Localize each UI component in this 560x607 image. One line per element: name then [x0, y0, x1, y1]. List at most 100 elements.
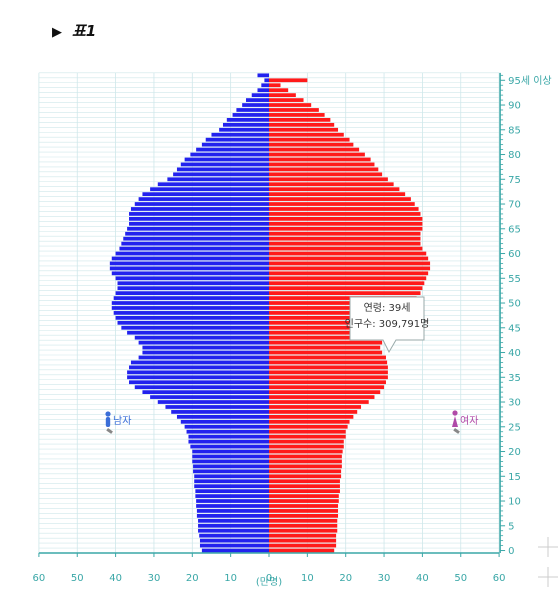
bar-female — [269, 543, 337, 548]
bar-female — [269, 538, 337, 543]
bar-female — [269, 83, 281, 88]
bar-male — [113, 311, 270, 315]
y-tick-label: 0 — [508, 546, 514, 557]
bar-female — [269, 88, 289, 93]
bar-male — [127, 370, 269, 375]
bar-male — [198, 523, 269, 528]
bar-female — [269, 449, 343, 454]
female-person-icon — [452, 410, 460, 434]
bar-female — [269, 78, 308, 83]
bar-male — [138, 197, 269, 201]
bar-female — [269, 266, 431, 271]
bar-female — [269, 152, 365, 157]
bar-female — [269, 271, 429, 276]
bar-male — [195, 494, 269, 498]
triangle-marker-icon: ▶ — [52, 25, 62, 40]
bar-male — [201, 142, 269, 147]
bar-female — [269, 286, 423, 291]
bar-female — [269, 301, 413, 305]
bar-male — [111, 306, 269, 310]
bar-male — [199, 543, 269, 548]
bar-male — [176, 167, 269, 172]
bar-female — [269, 400, 369, 404]
bar-male — [199, 538, 269, 543]
bar-female — [269, 103, 312, 107]
bar-female — [269, 320, 396, 325]
bar-male — [257, 88, 269, 93]
bar-female — [269, 182, 394, 187]
bar-male — [173, 172, 269, 177]
x-tick-label: 30 — [148, 573, 161, 584]
bar-female — [269, 335, 385, 340]
bar-female — [269, 276, 427, 281]
y-tick-label: 75 — [508, 175, 521, 186]
bar-female — [269, 207, 419, 211]
bar-male — [157, 400, 269, 404]
bar-female — [269, 108, 319, 112]
bar-male — [142, 192, 269, 196]
bar-male — [196, 504, 269, 508]
figure-heading: ▶ 표1 — [52, 20, 96, 41]
bar-male — [121, 241, 269, 246]
bar-male — [129, 212, 269, 216]
bar-male — [171, 410, 269, 414]
bar-male — [142, 390, 269, 394]
bar-male — [134, 335, 269, 340]
bar-female — [269, 231, 421, 236]
bar-female — [269, 345, 381, 350]
x-tick-label: 50 — [454, 573, 467, 584]
bar-female — [269, 350, 383, 355]
bar-female — [269, 162, 375, 167]
bar-female — [269, 390, 381, 394]
x-tick-label: 40 — [416, 573, 429, 584]
bar-male — [129, 380, 269, 385]
bar-male — [115, 291, 269, 295]
bar-male — [190, 444, 269, 449]
bar-female — [269, 533, 337, 538]
bar-male — [121, 325, 269, 330]
bar-male — [257, 73, 269, 78]
bar-female — [269, 192, 406, 196]
bar-male — [194, 474, 269, 479]
y-tick-label: 65 — [508, 224, 521, 235]
y-tick-label: 10 — [508, 497, 521, 508]
bar-male — [196, 499, 269, 503]
bar-female — [269, 444, 344, 449]
y-tick-label: 25 — [508, 422, 521, 433]
bar-female — [269, 523, 338, 528]
bar-female — [269, 464, 342, 469]
bar-male — [192, 449, 269, 454]
bar-female — [269, 454, 342, 459]
bar-male — [196, 147, 269, 152]
x-tick-label: 50 — [71, 573, 84, 584]
bar-male — [117, 320, 269, 325]
bar-male — [119, 246, 269, 251]
bar-female — [269, 217, 423, 221]
bar-male — [190, 152, 269, 157]
legend-female-label: 여자 — [460, 415, 478, 427]
bar-male — [142, 345, 269, 350]
bar-male — [193, 469, 269, 474]
bar-female — [269, 548, 335, 553]
bar-male — [184, 424, 269, 429]
y-tick-label: 5 — [508, 521, 514, 532]
bar-female — [269, 137, 350, 142]
bar-female — [269, 167, 379, 172]
bar-male — [150, 187, 269, 192]
x-tick-label: 60 — [33, 573, 46, 584]
bar-female — [269, 514, 339, 518]
bar-female — [269, 246, 423, 251]
bar-female — [269, 528, 338, 533]
bar-male — [127, 330, 269, 335]
bar-male — [127, 226, 269, 231]
y-tick-label: 70 — [508, 200, 521, 211]
bar-female — [269, 93, 296, 97]
bar-female — [269, 172, 383, 177]
bar-male — [117, 286, 269, 291]
bar-female — [269, 469, 342, 474]
bar-female — [269, 360, 388, 365]
y-tick-label: 90 — [508, 101, 521, 112]
bar-male — [232, 113, 269, 117]
bar-female — [269, 261, 431, 266]
